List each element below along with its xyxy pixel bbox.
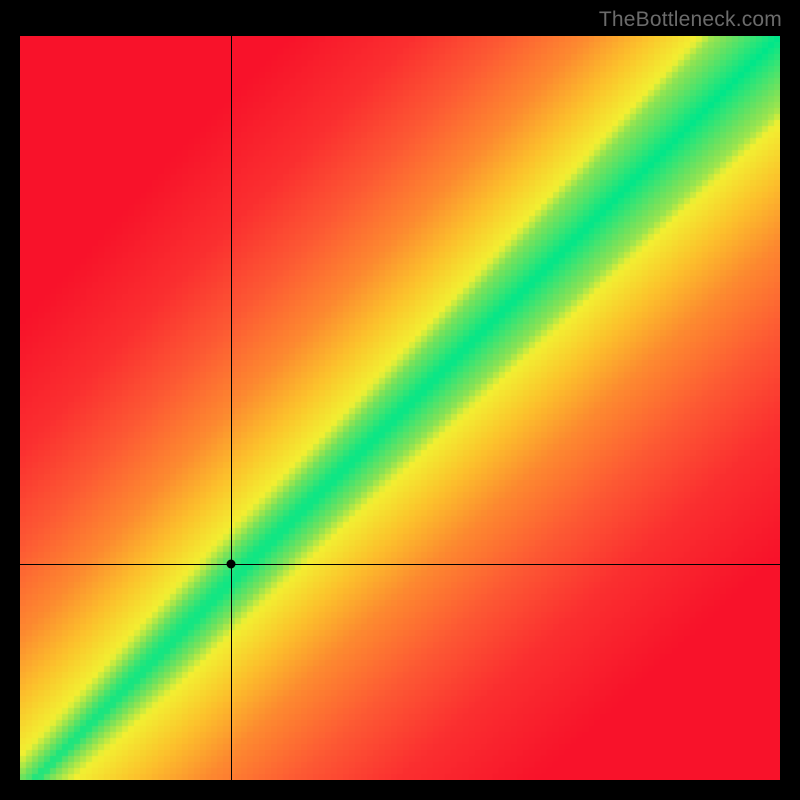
crosshair-vertical [231, 36, 232, 780]
marker-dot [227, 560, 236, 569]
root-container: TheBottleneck.com [0, 0, 800, 800]
heatmap-canvas [20, 36, 780, 780]
crosshair-horizontal [20, 564, 780, 565]
plot-area [20, 36, 780, 780]
watermark-text: TheBottleneck.com [599, 8, 782, 32]
